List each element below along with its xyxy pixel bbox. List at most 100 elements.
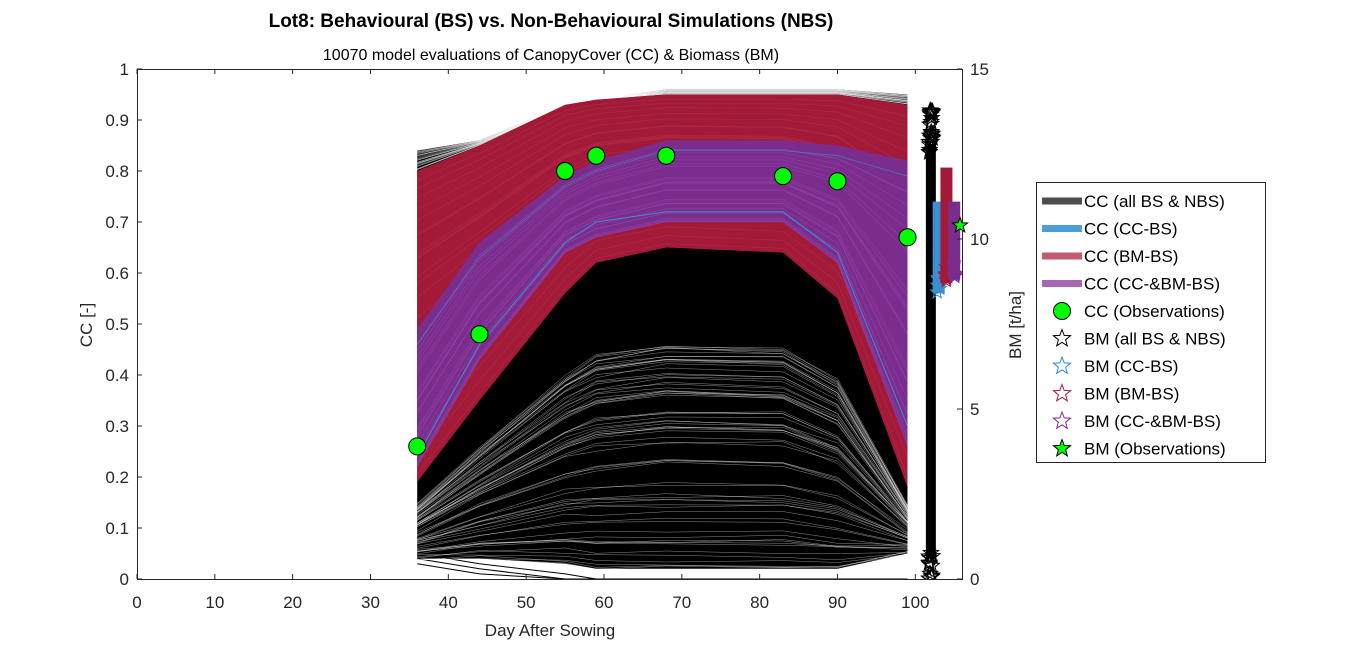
cc-all-line [417,485,908,539]
bm-all-star [922,127,941,145]
x-tick-label: 40 [439,593,458,612]
cc-ccbm-bs-line [416,159,908,363]
y-tick-label-left: 0.4 [105,366,129,385]
cc-all-line [417,93,908,167]
x-tick-label: 80 [750,593,769,612]
cc-all-line [417,346,908,508]
legend-swatch [1052,410,1072,430]
cc-all-line [417,93,908,170]
cc-ccbm-bs-line [416,219,908,464]
cc-all-line [417,461,908,537]
bm-all-star [921,543,940,561]
plot-area [408,89,963,580]
y-tick-label-left: 0.2 [105,468,129,487]
bm-all-star [922,132,941,150]
bm-all-star [920,553,939,571]
legend-item: BM (CC-BS) [1052,355,1178,376]
cc-all-line [417,504,908,541]
cc-all-line [417,495,908,540]
x-tick-label: 100 [901,593,929,612]
legend-label: BM (CC-BS) [1084,357,1178,376]
cc-all-line [417,534,908,550]
cc-cc-bs-line [416,211,908,457]
cc-ccbm-bs-line [416,149,908,345]
y-ticks-right: 0 5 10 15 [957,60,989,589]
legend-item: BM (CC-&BM-BS) [1052,410,1221,431]
cc-ccbm-bs-line [416,182,908,401]
cc-bm-bs-line [417,113,908,210]
x-axis-label: Day After Sowing [485,621,615,640]
cc-all-line [417,359,908,512]
bm-observation-marker [951,215,969,234]
legend-item: CC (CC-&BM-BS) [1042,275,1220,294]
cc-ccbm-bs-line [416,152,908,351]
cc-all-line [417,551,908,570]
x-tick-label: 50 [517,593,536,612]
cc-all-line [417,460,908,536]
cc-ccbm-bs-line [416,200,908,432]
legend-item: CC (BM-BS) [1042,247,1178,266]
cc-bm-bs-line [417,107,908,199]
cc-all-line [417,90,908,156]
cc-all-line [417,351,908,508]
cc-observation-marker [470,325,489,344]
cc-bm-bs-line [416,235,908,459]
cc-all-line [417,91,908,159]
cc-all-line [417,420,908,525]
legend-swatch [1052,438,1072,457]
legend-label: CC (CC-BS) [1084,220,1178,239]
cc-bm-bs-line [417,125,908,235]
cc-observation-marker [657,146,676,165]
legend: CC (all BS & NBS) CC (CC-BS) CC (BM-BS) CC … [1036,182,1266,463]
legend-label: BM (all BS & NBS) [1084,330,1226,349]
legend-label: CC (CC-&BM-BS) [1084,275,1220,294]
cc-all-line [417,436,908,529]
cc-cc-bs-line [416,150,908,345]
cc-all-line [417,430,908,526]
cc-all-line [417,498,908,545]
cc-observation-marker [773,167,792,186]
cc-ccbm-bs-line [416,165,908,373]
y-ticks-left: 0 0.1 0.2 0.3 0.4 0.5 0.6 0.7 0.8 0.9 1 [105,60,142,589]
cc-all-line [417,460,908,533]
y-tick-label-left: 1 [120,60,129,79]
chart-title: Lot8: Behavioural (BS) vs. Non-Behaviour… [269,11,834,32]
cc-all-line [417,426,908,526]
cc-all-line [417,547,908,557]
cc-all-line [417,554,908,568]
cc-all-line [417,413,908,522]
cc-all-line [417,482,908,540]
cc-ccbm-bs-line [416,183,908,402]
cc-all-line [417,358,908,511]
cc-all-line [417,89,908,154]
cc-all-line [417,383,908,516]
cc-bm-bs-line [416,226,908,441]
legend-label: CC (Observations) [1084,302,1225,321]
cc-bm-bs-line [417,102,908,189]
cc-all-line [417,423,908,525]
y-tick-label-left: 0 [120,570,129,589]
legend-label: BM (Observations) [1084,440,1226,459]
bm-all-star [921,102,940,120]
x-tick-label: 90 [828,593,847,612]
cc-all-line [417,376,908,513]
bm-all-star [922,101,941,119]
legend-swatch [1052,328,1072,347]
bm-ccbm-bs-star [945,254,962,270]
cc-ccbm-bs-line [416,177,908,392]
cc-ccbm-bs-line [416,178,908,395]
chart-subtitle: 10070 model evaluations of CanopyCover (… [323,47,779,64]
cc-ccbm-bs-line [416,202,908,436]
cc-ccbm-bs-line [416,221,908,467]
x-tick-label: 60 [595,593,614,612]
cc-bm-bs-line [417,98,908,181]
cc-bm-bs-line [417,118,908,221]
cc-ccbm-bs-line [416,156,908,358]
cc-ccbm-bs-line [416,189,908,413]
x-tick-label: 20 [283,593,302,612]
cc-all-line [417,359,908,510]
cc-all-line [417,554,908,563]
cc-ccbm-bs-line [416,203,908,437]
y-tick-label-right: 15 [970,60,989,79]
y-axis-label-left: CC [-] [77,303,96,347]
